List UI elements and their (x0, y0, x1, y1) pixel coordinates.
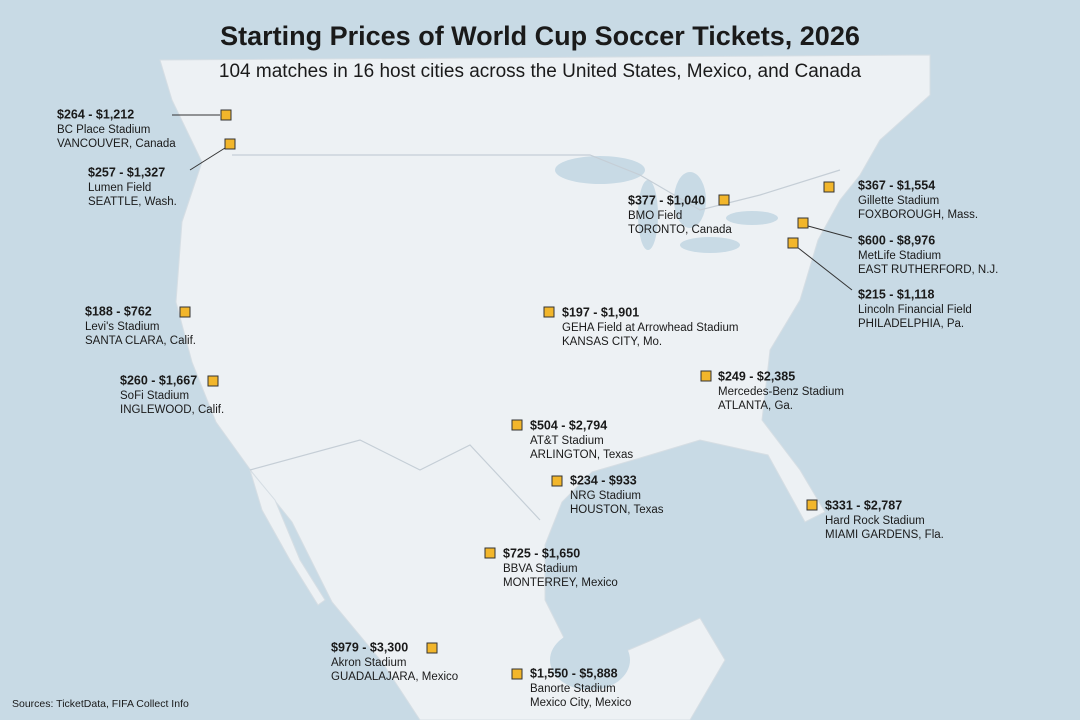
stadium-marker (484, 547, 496, 559)
baja (249, 469, 326, 606)
city-name: KANSAS CITY, Mo. (562, 336, 662, 348)
stadium-name: BMO Field (628, 210, 682, 222)
stadium-name: AT&T Stadium (530, 435, 604, 447)
stadium-name: MetLife Stadium (858, 250, 941, 262)
city-name: SEATTLE, Wash. (88, 196, 177, 208)
price-label: $600 - $8,976 (858, 233, 935, 247)
city-name: ARLINGTON, Texas (530, 449, 633, 461)
city-name: SANTA CLARA, Calif. (85, 335, 196, 347)
leader-line (796, 246, 853, 291)
stadium-marker (797, 217, 809, 229)
stadium-name: NRG Stadium (570, 490, 641, 502)
stadium-marker (543, 306, 555, 318)
stadium-name: Banorte Stadium (530, 683, 616, 695)
stadium-marker (551, 475, 563, 487)
city-name: EAST RUTHERFORD, N.J. (858, 264, 998, 276)
city-name: INGLEWOOD, Calif. (120, 404, 224, 416)
stadium-marker (224, 138, 236, 150)
sources: Sources: TicketData, FIFA Collect Info (12, 698, 189, 710)
stadium-name: Hard Rock Stadium (825, 515, 925, 527)
leader-line (807, 225, 853, 239)
city-name: GUADALAJARA, Mexico (331, 671, 458, 683)
price-label: $264 - $1,212 (57, 107, 134, 121)
stadium-name: Mercedes-Benz Stadium (718, 386, 844, 398)
city-name: MONTERREY, Mexico (503, 577, 618, 589)
stadium-name: BC Place Stadium (57, 124, 150, 136)
stadium-name: SoFi Stadium (120, 390, 189, 402)
city-name: HOUSTON, Texas (570, 504, 664, 516)
city-name: PHILADELPHIA, Pa. (858, 318, 964, 330)
stadium-name: BBVA Stadium (503, 563, 578, 575)
stadium-marker (426, 642, 438, 654)
stadium-marker (700, 370, 712, 382)
price-label: $257 - $1,327 (88, 165, 165, 179)
city-name: FOXBOROUGH, Mass. (858, 209, 978, 221)
stadium-name: Akron Stadium (331, 657, 406, 669)
price-label: $215 - $1,118 (858, 287, 935, 301)
stadium-name: Lincoln Financial Field (858, 304, 972, 316)
borders (232, 154, 841, 521)
stadium-name: GEHA Field at Arrowhead Stadium (562, 322, 738, 334)
title: Starting Prices of World Cup Soccer Tick… (220, 21, 860, 51)
price-label: $1,550 - $5,888 (530, 666, 618, 680)
stadium-marker (823, 181, 835, 193)
price-label: $725 - $1,650 (503, 546, 580, 560)
stadium-name: Gillette Stadium (858, 195, 939, 207)
stadium-marker (220, 109, 232, 121)
stadium-marker (806, 499, 818, 511)
price-label: $234 - $933 (570, 473, 637, 487)
price-label: $331 - $2,787 (825, 498, 902, 512)
city-name: MIAMI GARDENS, Fla. (825, 529, 944, 541)
price-label: $377 - $1,040 (628, 193, 705, 207)
price-label: $979 - $3,300 (331, 640, 408, 654)
city-name: ATLANTA, Ga. (718, 400, 793, 412)
stadium-marker (511, 419, 523, 431)
price-label: $367 - $1,554 (858, 178, 935, 192)
price-label: $249 - $2,385 (718, 369, 795, 383)
stadium-marker (207, 375, 219, 387)
stadium-name: Levi's Stadium (85, 321, 159, 333)
stadium-marker (718, 194, 730, 206)
city-name: Mexico City, Mexico (530, 697, 631, 709)
price-label: $504 - $2,794 (530, 418, 607, 432)
price-label: $197 - $1,901 (562, 305, 639, 319)
leader-line (189, 147, 226, 171)
price-label: $260 - $1,667 (120, 373, 197, 387)
city-name: VANCOUVER, Canada (57, 138, 176, 150)
city-name: TORONTO, Canada (628, 224, 732, 236)
stadium-name: Lumen Field (88, 182, 151, 194)
stadium-marker (179, 306, 191, 318)
stadium-marker (787, 237, 799, 249)
lakes (550, 156, 778, 690)
subtitle: 104 matches in 16 host cities across the… (219, 61, 862, 82)
stadium-marker (511, 668, 523, 680)
price-label: $188 - $762 (85, 304, 152, 318)
